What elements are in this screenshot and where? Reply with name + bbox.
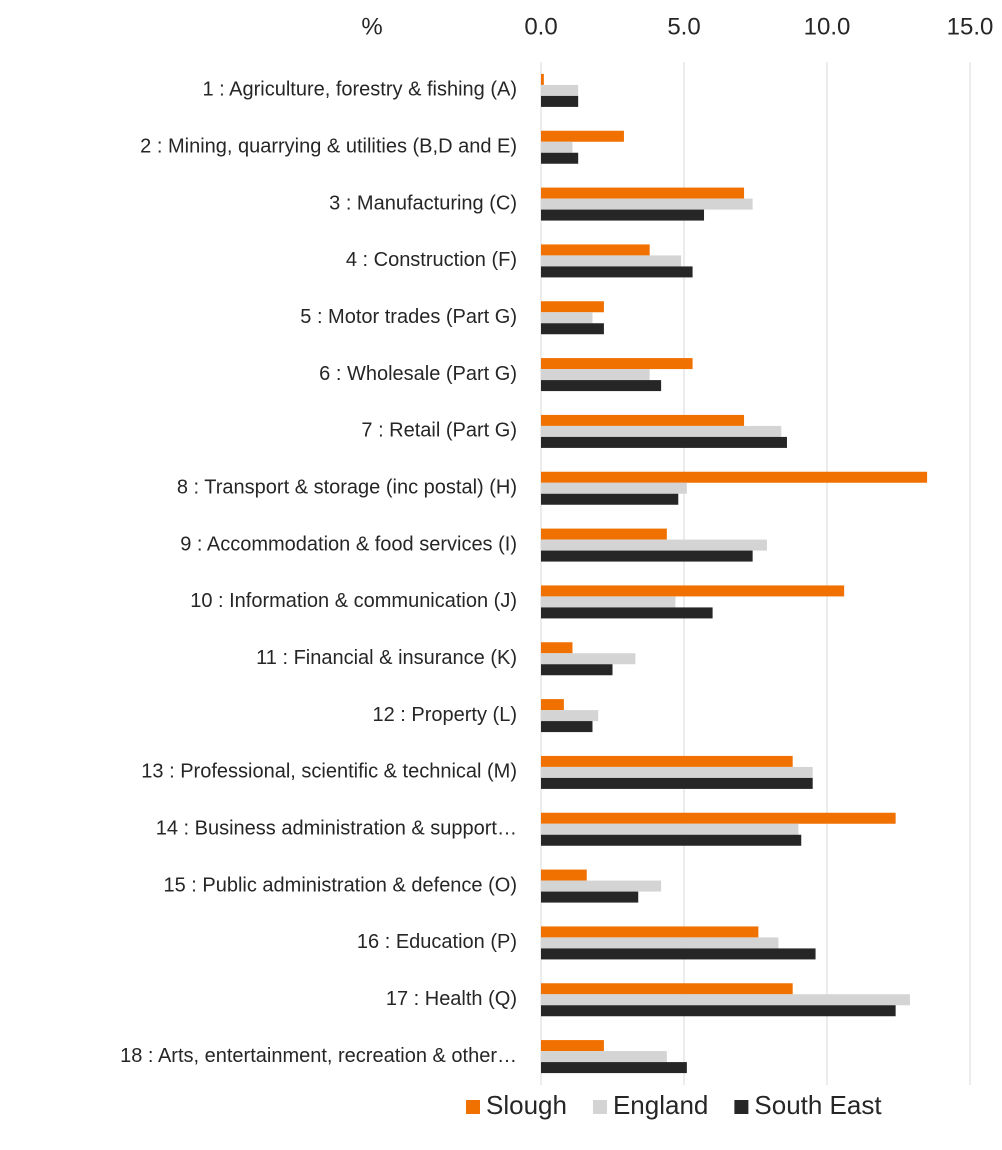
bar (541, 312, 593, 324)
bar (541, 482, 687, 494)
bar (541, 95, 579, 107)
y-tick-label: 10 : Information & communication (J) (190, 590, 517, 612)
bar (541, 425, 782, 437)
legend-swatch (466, 1100, 480, 1114)
bar (541, 653, 636, 665)
bar (541, 755, 793, 767)
bar (541, 834, 802, 846)
x-tick-label: 15.0 (947, 13, 994, 40)
y-tick-label: 1 : Agriculture, forestry & fishing (A) (202, 79, 517, 101)
bar (541, 369, 650, 381)
bar (541, 255, 682, 267)
bar (541, 414, 745, 426)
bar (541, 380, 662, 392)
x-tick-label: 10.0 (804, 13, 851, 40)
bar (541, 994, 910, 1006)
bar (541, 84, 579, 96)
y-tick-label: 14 : Business administration & support… (156, 818, 517, 840)
y-tick-label: 13 : Professional, scientific & technica… (141, 761, 517, 783)
legend-label: Slough (486, 1090, 567, 1120)
bar (541, 550, 753, 562)
bar (541, 152, 579, 164)
bar (541, 607, 713, 619)
bar (541, 323, 604, 335)
bar (541, 301, 604, 313)
bar (541, 891, 639, 903)
y-tick-label: 5 : Motor trades (Part G) (300, 306, 517, 328)
bar (541, 198, 753, 210)
legend-label: England (613, 1090, 708, 1120)
y-tick-label: 16 : Education (P) (357, 931, 517, 953)
legend-swatch (592, 1100, 607, 1114)
y-tick-label: 4 : Construction (F) (346, 249, 517, 271)
bar (541, 777, 813, 789)
bar (541, 358, 693, 370)
x-tick-label: 5.0 (667, 13, 700, 40)
y-tick-label: 9 : Accommodation & food services (I) (180, 533, 517, 555)
bar (541, 187, 745, 199)
y-tick-label: 17 : Health (Q) (386, 988, 517, 1010)
x-tick-label: 0.0 (524, 13, 557, 40)
legend-swatch (734, 1100, 749, 1114)
bar (541, 823, 799, 835)
legend-label: South East (754, 1090, 882, 1120)
x-axis-label: % (361, 13, 382, 40)
bar (541, 209, 705, 221)
bar (541, 766, 813, 778)
bar (541, 1051, 667, 1063)
bar (541, 1062, 687, 1074)
bar (541, 266, 693, 278)
bar (541, 436, 787, 448)
y-tick-label: 6 : Wholesale (Part G) (319, 363, 517, 385)
bar (541, 539, 767, 551)
y-tick-label: 3 : Manufacturing (C) (329, 192, 517, 214)
y-tick-label: 11 : Financial & insurance (K) (256, 647, 517, 669)
bar (541, 1040, 604, 1052)
y-tick-label: 8 : Transport & storage (inc postal) (H) (177, 477, 517, 499)
bar (541, 130, 624, 142)
bar (541, 721, 593, 733)
bar (541, 710, 599, 722)
bar (541, 926, 759, 938)
bar (541, 699, 564, 711)
y-tick-label: 15 : Public administration & defence (O) (163, 874, 517, 896)
bar (541, 471, 928, 483)
bar (541, 948, 816, 960)
y-tick-label: 12 : Property (L) (372, 704, 517, 726)
bar (541, 141, 573, 153)
bar (541, 880, 662, 892)
bar (541, 937, 779, 949)
bar (541, 664, 613, 676)
bar (541, 73, 544, 85)
bar (541, 1005, 896, 1017)
bar (541, 983, 793, 995)
bar (541, 585, 845, 597)
bar (541, 244, 650, 256)
bar (541, 493, 679, 505)
y-tick-label: 18 : Arts, entertainment, recreation & o… (120, 1045, 517, 1067)
bar (541, 642, 573, 654)
bar (541, 596, 676, 608)
bar (541, 528, 667, 540)
bar (541, 869, 587, 881)
y-tick-label: 7 : Retail (Part G) (361, 420, 517, 442)
y-tick-label: 2 : Mining, quarrying & utilities (B,D a… (140, 136, 517, 158)
bar (541, 812, 896, 824)
